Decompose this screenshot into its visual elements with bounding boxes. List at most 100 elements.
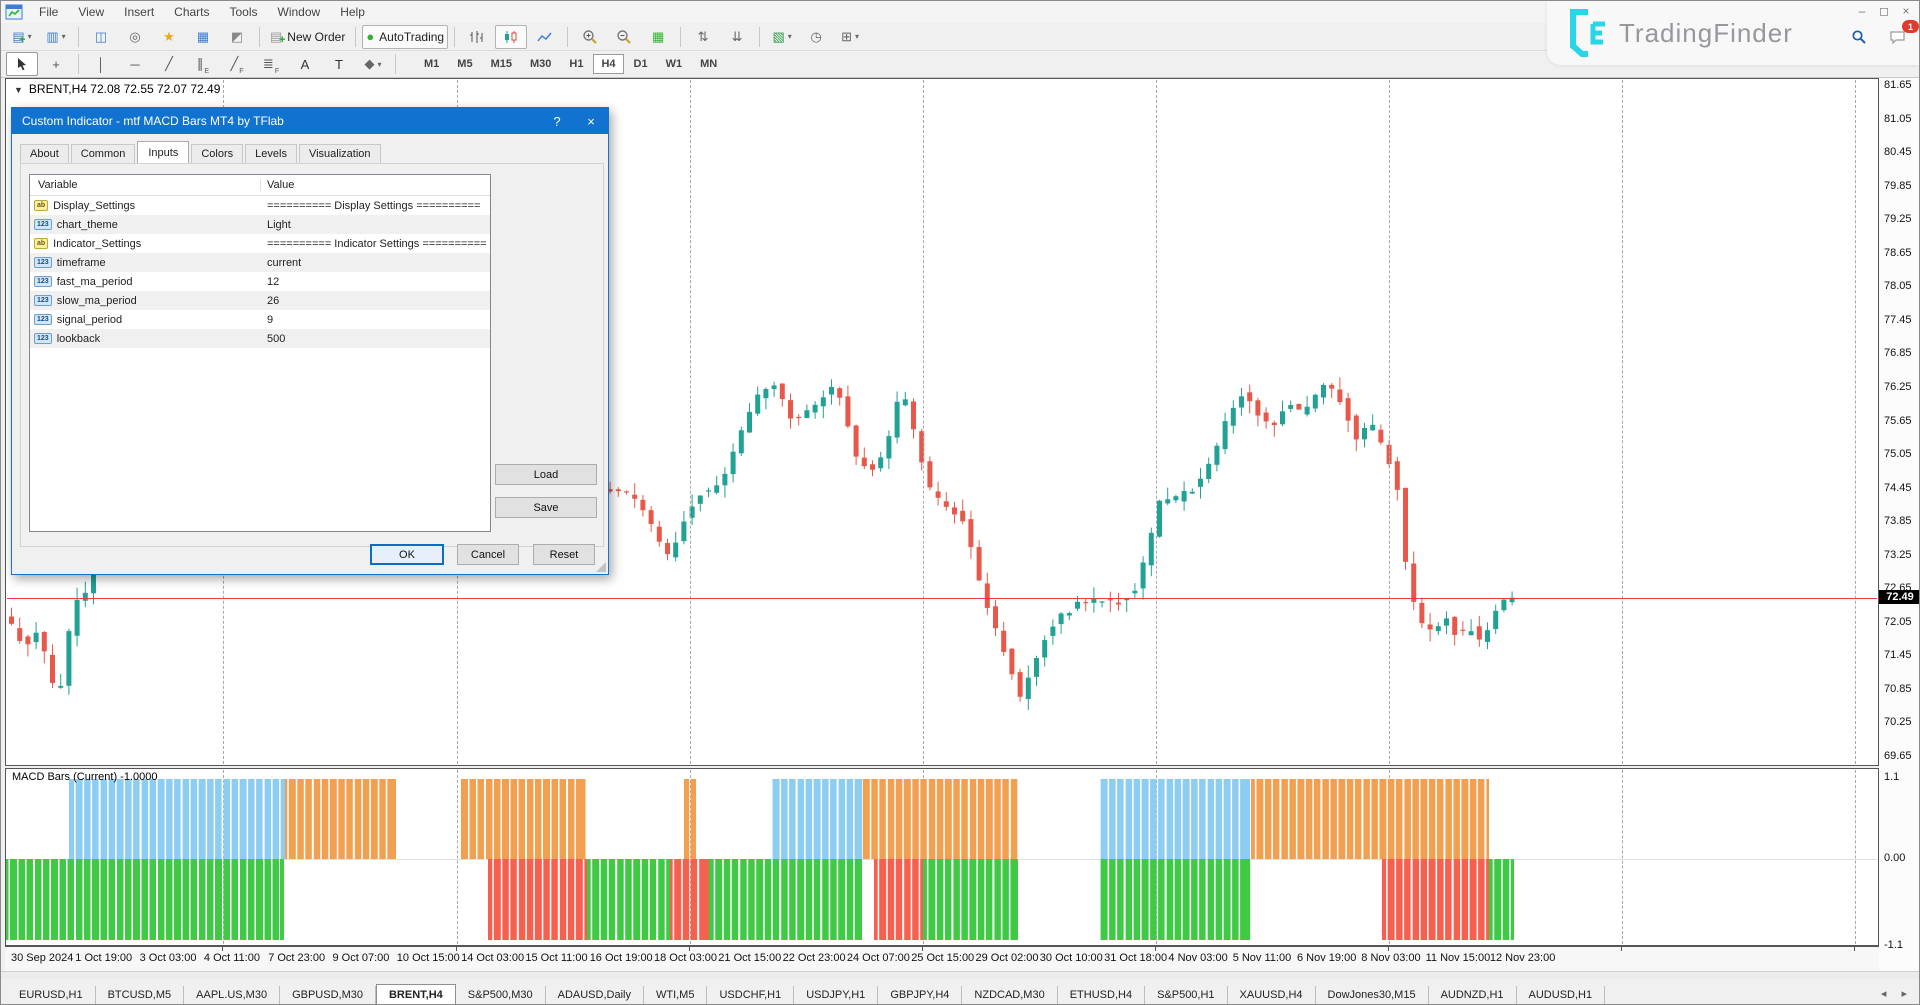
one-click-trading-arrow[interactable]: ▼ bbox=[14, 85, 23, 95]
indicators-button[interactable]: ▧ ▾ bbox=[766, 25, 798, 49]
chart-tab-s-p500-m30[interactable]: S&P500,M30 bbox=[456, 986, 546, 1004]
chart-tab-ethusd-h4[interactable]: ETHUSD,H4 bbox=[1058, 986, 1146, 1004]
chart-tab-adausd-daily[interactable]: ADAUSD,Daily bbox=[546, 986, 644, 1004]
column-variable[interactable]: Variable bbox=[30, 179, 261, 191]
macd-indicator-pane[interactable]: MACD Bars (Current) -1.0000 bbox=[5, 768, 1879, 946]
cancel-button[interactable]: Cancel bbox=[457, 544, 519, 565]
variable-value[interactable]: current bbox=[267, 256, 302, 269]
timeframe-m15[interactable]: M15 bbox=[490, 58, 512, 70]
new-chart-button[interactable]: ▤ + ▾ bbox=[6, 25, 38, 49]
inputs-table[interactable]: Variable Value ab Display_Settings =======… bbox=[29, 174, 491, 532]
chart-candles-button[interactable] bbox=[495, 24, 528, 49]
text-label-button[interactable]: T bbox=[323, 52, 355, 76]
profiles-button[interactable]: ▥ ▾ bbox=[40, 25, 72, 49]
input-row-fast_ma_period[interactable]: 123 fast_ma_period 12 bbox=[30, 272, 490, 291]
chart-tab-gbpjpy-h4[interactable]: GBPJPY,H4 bbox=[878, 986, 963, 1004]
chart-line-button[interactable] bbox=[529, 25, 561, 49]
dialog-tab-inputs[interactable]: Inputs bbox=[137, 141, 190, 165]
menu-tools[interactable]: Tools bbox=[229, 5, 258, 19]
column-value[interactable]: Value bbox=[267, 179, 295, 191]
dialog-resize-grip[interactable] bbox=[596, 562, 606, 572]
variable-value[interactable]: 12 bbox=[267, 275, 280, 288]
data-window-button[interactable]: ◎ bbox=[119, 25, 151, 49]
chart-tab-gbpusd-m30[interactable]: GBPUSD,M30 bbox=[280, 986, 376, 1004]
menu-insert[interactable]: Insert bbox=[124, 5, 155, 19]
cursor-button[interactable] bbox=[6, 52, 38, 76]
table-header[interactable]: Variable Value bbox=[30, 175, 490, 196]
dialog-title-bar[interactable]: Custom Indicator - mtf MACD Bars MT4 by … bbox=[12, 108, 608, 134]
new-order-button[interactable]: ▤ + New Order bbox=[266, 25, 349, 49]
crosshair-button[interactable]: + bbox=[40, 52, 72, 76]
dialog-tab-about[interactable]: About bbox=[20, 144, 69, 164]
timeframe-w1[interactable]: W1 bbox=[665, 58, 683, 70]
dialog-tab-common[interactable]: Common bbox=[70, 144, 136, 164]
market-watch-button[interactable]: ◫ bbox=[85, 25, 117, 49]
history-center-button[interactable]: ◷ bbox=[800, 25, 832, 49]
terminal-button[interactable]: ▦ bbox=[187, 25, 219, 49]
variable-value[interactable]: ========== Indicator Settings ========== bbox=[267, 237, 487, 250]
chart-tab-btcusd-m5[interactable]: BTCUSD,M5 bbox=[96, 986, 185, 1004]
notifications-icon[interactable]: 1 bbox=[1882, 20, 1919, 49]
restore-button[interactable]: ◻ bbox=[1879, 4, 1889, 18]
save-button[interactable]: Save bbox=[495, 497, 597, 518]
variable-value[interactable]: 500 bbox=[267, 332, 286, 345]
chart-tab-wti-m5[interactable]: WTI,M5 bbox=[644, 986, 708, 1004]
input-row-chart_theme[interactable]: 123 chart_theme Light bbox=[30, 215, 490, 234]
input-row-slow_ma_period[interactable]: 123 slow_ma_period 26 bbox=[30, 291, 490, 310]
timeframe-m5[interactable]: M5 bbox=[457, 58, 473, 70]
timeframe-m1[interactable]: M1 bbox=[424, 58, 440, 70]
search-icon[interactable] bbox=[1843, 25, 1875, 49]
horizontal-line-button[interactable]: ─ bbox=[119, 52, 151, 76]
input-row-indicator_settings[interactable]: ab Indicator_Settings ========== Indicator… bbox=[30, 234, 490, 253]
chart-tab-aapl-us-m30[interactable]: AAPL.US,M30 bbox=[184, 986, 281, 1004]
variable-value[interactable]: 9 bbox=[267, 313, 274, 326]
chart-tab-s-p500-h1[interactable]: S&P500,H1 bbox=[1145, 986, 1228, 1004]
strategy-tester-button[interactable]: ◩ bbox=[221, 25, 253, 49]
dialog-tab-visualization[interactable]: Visualization bbox=[298, 144, 381, 164]
arrange-horizontal-button[interactable]: ⇊ bbox=[721, 25, 753, 49]
time-axis[interactable]: 30 Sep 2024 1 Oct 19:00 3 Oct 03:00 4 Oct 1… bbox=[5, 946, 1879, 972]
arrow-tools-button[interactable]: ◆ ▾ bbox=[357, 52, 389, 76]
menu-window[interactable]: Window bbox=[277, 5, 321, 19]
chart-tab-dowjones30-m15[interactable]: DowJones30,M15 bbox=[1316, 986, 1429, 1004]
reset-button[interactable]: Reset bbox=[533, 544, 595, 565]
timeframe-h4[interactable]: H4 bbox=[593, 54, 624, 74]
zoom-out-button[interactable] bbox=[608, 25, 640, 49]
trendline-button[interactable]: ╱ bbox=[153, 52, 185, 76]
chart-tab-nzdcad-m30[interactable]: NZDCAD,M30 bbox=[962, 986, 1058, 1004]
variable-value[interactable]: 26 bbox=[267, 294, 280, 307]
chart-tab-audusd-h1[interactable]: AUDUSD,H1 bbox=[1517, 986, 1606, 1004]
text-button[interactable]: A bbox=[289, 52, 321, 76]
navigator-button[interactable]: ★ bbox=[153, 25, 185, 49]
menu-file[interactable]: File bbox=[39, 5, 59, 19]
variable-value[interactable]: Light bbox=[267, 218, 291, 231]
vertical-line-button[interactable]: │ bbox=[85, 52, 117, 76]
chart-tab-brent-h4[interactable]: BRENT,H4 bbox=[375, 984, 456, 1004]
input-row-display_settings[interactable]: ab Display_Settings ========== Display Set… bbox=[30, 196, 490, 215]
timeframe-m30[interactable]: M30 bbox=[529, 58, 552, 70]
arrange-vertical-button[interactable]: ⇅ bbox=[687, 25, 719, 49]
chart-tab-usdjpy-h1[interactable]: USDJPY,H1 bbox=[794, 986, 879, 1004]
tab-scroll-arrows[interactable]: ◂ ▸ bbox=[1880, 988, 1913, 1000]
load-button[interactable]: Load bbox=[495, 464, 597, 485]
menu-charts[interactable]: Charts bbox=[174, 5, 210, 19]
ok-button[interactable]: OK bbox=[370, 544, 444, 565]
zoom-in-button[interactable] bbox=[574, 25, 606, 49]
variable-value[interactable]: ========== Display Settings ========== bbox=[267, 199, 481, 212]
equidistant-channel-button[interactable]: ∥ E bbox=[187, 52, 219, 76]
chart-tab-audnzd-h1[interactable]: AUDNZD,H1 bbox=[1429, 986, 1517, 1004]
timeframe-mn[interactable]: MN bbox=[700, 58, 718, 70]
timeframe-d1[interactable]: D1 bbox=[633, 58, 648, 70]
chart-area[interactable]: ▼ BRENT,H4 72.08 72.55 72.07 72.49 MACD B… bbox=[5, 78, 1879, 972]
timeframe-h1[interactable]: H1 bbox=[569, 58, 584, 70]
chart-bars-button[interactable] bbox=[461, 25, 493, 49]
tile-windows-button[interactable]: ▦ bbox=[642, 25, 674, 49]
chart-tab-eurusd-h1[interactable]: EURUSD,H1 bbox=[7, 986, 96, 1004]
input-row-timeframe[interactable]: 123 timeframe current bbox=[30, 253, 490, 272]
menu-view[interactable]: View bbox=[78, 5, 105, 19]
input-row-signal_period[interactable]: 123 signal_period 9 bbox=[30, 310, 490, 329]
dialog-tab-colors[interactable]: Colors bbox=[191, 144, 244, 164]
chart-tab-xauusd-h4[interactable]: XAUUSD,H4 bbox=[1228, 986, 1316, 1004]
chart-options-button[interactable]: ⊞ ▾ bbox=[834, 25, 866, 49]
input-row-lookback[interactable]: 123 lookback 500 bbox=[30, 329, 490, 348]
